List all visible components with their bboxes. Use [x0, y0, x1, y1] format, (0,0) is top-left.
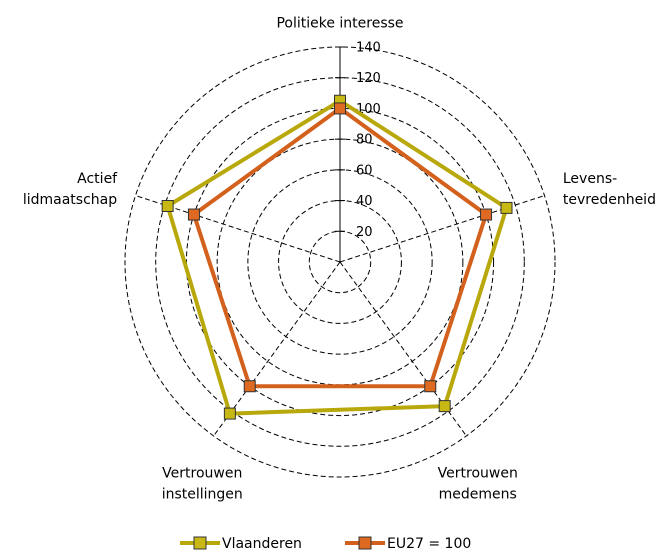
marker [243, 380, 256, 393]
category-label: Actief lidmaatschap [23, 171, 118, 208]
axis-line [213, 261, 341, 437]
series-line [165, 98, 509, 416]
category-label: Vertrouwen instellingen [162, 466, 243, 503]
marker [438, 400, 451, 413]
tick-label: 140 [356, 41, 381, 56]
marker [500, 201, 513, 214]
category-label: Politieke interesse [276, 16, 403, 32]
tick-label: 20 [356, 225, 373, 240]
tick-label: 120 [356, 71, 381, 86]
marker [223, 407, 236, 420]
tick-label: 40 [356, 194, 373, 209]
category-label: Vertrouwen medemens [438, 466, 518, 503]
marker [161, 200, 174, 213]
tick-label: 60 [356, 163, 373, 178]
marker [424, 380, 437, 393]
legend-label: EU27 = 100 [387, 536, 471, 552]
marker [187, 208, 200, 221]
category-label: Levens-tevredenheid [563, 171, 656, 208]
marker [480, 208, 493, 221]
marker [334, 102, 346, 115]
legend-marker [358, 536, 372, 550]
tick-label: 80 [356, 133, 373, 148]
legend-marker [193, 536, 207, 550]
series-line [191, 106, 489, 389]
legend-label: Vlaanderen [222, 536, 302, 552]
